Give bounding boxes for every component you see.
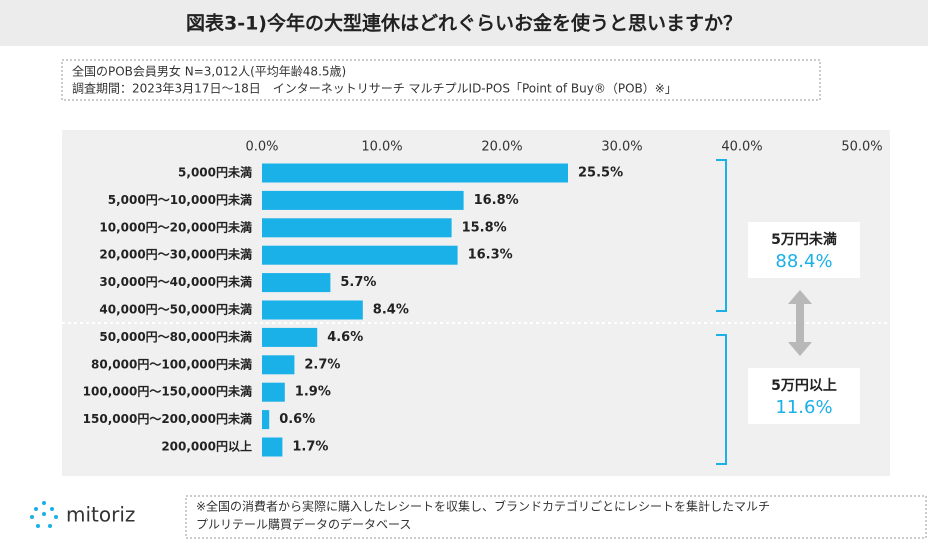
x-tick-label: 0.0%	[245, 140, 278, 155]
category-label: 5,000円～10,000円未満	[108, 192, 252, 207]
bar	[262, 190, 464, 210]
annotation-box	[748, 368, 860, 424]
category-label: 30,000円～40,000円未満	[99, 274, 252, 289]
value-label: 1.7%	[292, 440, 328, 455]
annotation-title: 5万円未満	[771, 231, 837, 248]
value-label: 16.8%	[474, 193, 519, 208]
value-label: 1.9%	[295, 385, 331, 400]
x-tick-label: 40.0%	[721, 140, 762, 155]
annotation-value: 11.6%	[775, 397, 832, 418]
value-label: 5.7%	[340, 275, 376, 290]
value-label: 25.5%	[578, 166, 623, 181]
logo-icon	[30, 501, 58, 528]
x-tick-label: 50.0%	[841, 140, 882, 155]
double-arrow	[788, 290, 812, 356]
bar	[262, 245, 458, 265]
category-label: 200,000円以上	[161, 439, 252, 454]
bar	[262, 410, 270, 430]
category-label: 50,000円～80,000円未満	[99, 329, 252, 344]
bar	[262, 355, 295, 375]
bar	[262, 327, 318, 347]
category-label: 40,000円～50,000円未満	[99, 302, 252, 317]
x-tick-label: 30.0%	[601, 140, 642, 155]
note-line: ※全国の消費者から実際に購入したレシートを収集し、ブランドカテゴリごとにレシート…	[196, 499, 770, 514]
annotation-box	[748, 222, 860, 278]
info-line: 全国のPOB会員男女 N=3,012人(平均年齢48.5歳)	[72, 64, 346, 79]
annotation-value: 88.4%	[775, 251, 832, 272]
category-label: 80,000円～100,000円未満	[91, 356, 252, 371]
category-label: 20,000円～30,000円未満	[99, 247, 252, 262]
value-label: 4.6%	[327, 330, 363, 345]
category-label: 5,000円未満	[178, 165, 252, 180]
note-box	[185, 495, 927, 539]
x-tick-label: 20.0%	[481, 140, 522, 155]
bracket	[716, 159, 727, 312]
category-label: 150,000円～200,000円未満	[83, 411, 252, 426]
x-tick-label: 10.0%	[361, 140, 402, 155]
value-label: 16.3%	[468, 248, 513, 263]
bar	[262, 163, 568, 183]
category-label: 10,000円～20,000円未満	[99, 219, 252, 234]
logo-text: mitoriz	[66, 503, 135, 527]
annotation-title: 5万円以上	[771, 378, 837, 394]
value-label: 8.4%	[373, 303, 409, 318]
bar	[262, 300, 363, 320]
bar	[262, 273, 331, 293]
value-label: 0.6%	[279, 412, 315, 427]
category-label: 100,000円～150,000円未満	[83, 384, 252, 399]
title-bar	[0, 0, 928, 46]
value-label: 15.8%	[462, 220, 507, 235]
value-label: 2.7%	[304, 357, 340, 372]
note-line: プルリテール購買データのデータベース	[196, 517, 411, 532]
info-box	[61, 59, 821, 101]
bar	[262, 382, 285, 402]
bar	[262, 437, 283, 457]
chart-title: 図表3-1)今年の大型連休はどれぐらいお金を使うと思いますか？	[186, 12, 742, 35]
bar	[262, 218, 452, 238]
info-line: 調査期間：2023年3月17日～18日 インターネットリサーチ マルチプルID-…	[72, 82, 677, 96]
bracket	[716, 334, 727, 465]
